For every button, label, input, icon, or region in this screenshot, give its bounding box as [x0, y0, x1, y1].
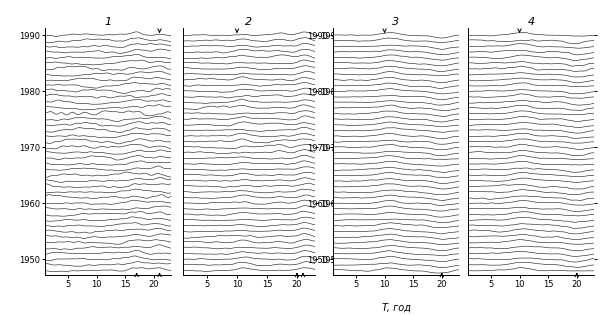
Text: 1: 1	[104, 17, 112, 27]
Text: 3: 3	[392, 17, 400, 27]
Text: 2: 2	[245, 17, 253, 27]
Text: T, год: T, год	[382, 303, 410, 313]
Text: 4: 4	[527, 17, 535, 27]
